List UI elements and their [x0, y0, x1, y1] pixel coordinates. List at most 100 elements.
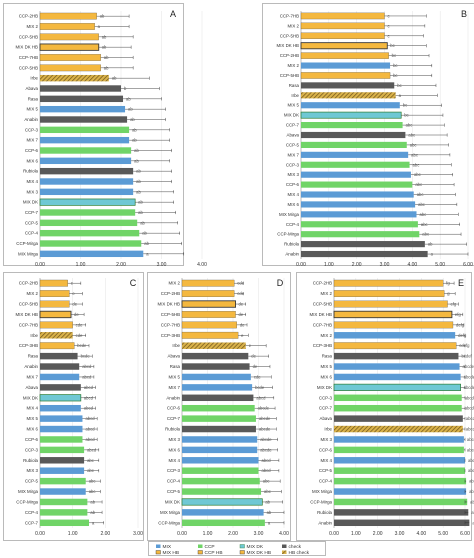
bar	[181, 331, 239, 339]
category-label: CCP-Mirga	[158, 520, 180, 525]
category-label: CCP-5HB	[280, 73, 299, 78]
significance-label: bc	[404, 113, 408, 118]
significance-label: bc	[397, 83, 401, 88]
bar	[39, 33, 99, 41]
category-label: Abava	[26, 86, 39, 91]
panel-b: 0.00 1.00 2.00 3.00 4.00 5.00 6.00 B CCP-7HB c MIX…	[262, 3, 474, 268]
category-label: MIX 2	[321, 333, 333, 338]
significance-label: ab	[140, 220, 145, 225]
category-label: CCP-2HB	[280, 53, 299, 58]
category-label: MIX 3	[27, 189, 39, 194]
significance-label: cde	[76, 322, 83, 327]
significance-label: abcd	[87, 447, 97, 452]
significance-label: abcd	[262, 458, 272, 463]
significance-label: e	[72, 291, 75, 296]
tick-label: 0.00	[35, 262, 45, 268]
category-label: MIX DK HB	[310, 312, 333, 317]
category-label: CCP-6	[25, 148, 39, 153]
category-label: CCP-3	[286, 162, 300, 167]
significance-label: abc	[421, 222, 428, 227]
category-label: MIX 2	[288, 23, 300, 28]
bar	[182, 352, 249, 360]
significance-label: abc	[89, 479, 96, 484]
bar	[301, 171, 411, 178]
significance-label: abcdef	[463, 364, 474, 369]
bar	[301, 191, 414, 198]
category-label: MIX 5	[288, 103, 300, 108]
panel-label: D	[277, 278, 284, 288]
category-label: MIX Mirga	[312, 489, 333, 494]
category-label: CCP-6	[167, 406, 181, 411]
bar	[334, 488, 467, 495]
panel-e: 0.00 1.00 2.00 3.00 4.00 5.00 6.00 E CCP-2HB fg MI…	[296, 272, 474, 541]
category-label: CCP-3	[319, 395, 333, 400]
category-label: MIX 2	[321, 291, 333, 296]
category-label: CCP-3HB	[19, 343, 38, 348]
significance-label: abc	[414, 172, 421, 177]
category-label: Rubiola	[284, 242, 299, 247]
significance-label: cde	[254, 374, 261, 379]
significance-label: abc	[89, 489, 96, 494]
category-label: CCP-5HB	[280, 33, 299, 38]
significance-label: ab	[136, 189, 141, 194]
category-label: MIX 2	[288, 63, 300, 68]
category-label: Anabin	[285, 252, 299, 257]
legend-frame	[148, 541, 326, 556]
bar	[182, 425, 256, 433]
category-label: CCP-2HB	[19, 281, 38, 286]
significance-label: de	[72, 302, 77, 307]
significance-label: a	[146, 251, 149, 256]
significance-label: ab	[100, 14, 105, 19]
category-label: CCP-5HB	[19, 302, 38, 307]
significance-label: ab	[102, 45, 107, 50]
bar	[182, 467, 259, 474]
significance-label: ab	[104, 55, 109, 60]
bar	[40, 509, 88, 516]
significance-label: abcd	[82, 374, 92, 379]
tick-label: 1.00	[324, 262, 334, 268]
significance-label: ab	[136, 179, 141, 184]
category-label: CCP-7	[167, 416, 181, 421]
category-label: Rubiola	[165, 427, 180, 432]
significance-label: abc	[408, 133, 415, 138]
legend-swatch	[239, 550, 245, 555]
category-label: CCP-3	[167, 468, 181, 473]
tick-label: 4.00	[197, 262, 207, 268]
category-label: MIX 3	[288, 172, 300, 177]
bar	[333, 321, 454, 329]
legend-swatch	[198, 544, 203, 548]
bar	[301, 161, 410, 168]
bar	[182, 509, 264, 516]
significance-label: bc	[392, 53, 396, 58]
category-label: Rubiola	[23, 169, 38, 174]
significance-label: abc	[406, 123, 413, 128]
bar	[334, 436, 464, 443]
bar	[334, 373, 461, 381]
significance-label: abc	[418, 202, 425, 207]
bar	[40, 126, 130, 134]
category-label: CCP-7HB	[280, 13, 299, 18]
category-label: Rasa	[289, 83, 300, 88]
tick-label: 1.00	[68, 531, 78, 537]
tick-label: 5.00	[438, 531, 448, 537]
significance-label: abcdef	[465, 406, 474, 411]
category-label: MIX 2	[27, 24, 39, 29]
significance-label: abcd	[256, 395, 266, 400]
bar	[301, 181, 413, 188]
significance-label: ab	[471, 510, 474, 515]
significance-label: abc	[264, 489, 271, 494]
bar	[40, 498, 88, 506]
bar	[182, 446, 258, 454]
significance-label: ab	[130, 117, 135, 122]
significance-label: ab	[102, 34, 107, 39]
bar	[181, 311, 236, 318]
category-label: CCP-6	[286, 182, 300, 187]
significance-label: ab	[265, 499, 270, 504]
tick-label: 4.00	[407, 262, 417, 268]
legend-swatch	[239, 544, 245, 549]
bar	[182, 404, 255, 412]
bar	[39, 279, 68, 287]
bar	[181, 290, 235, 297]
tick-label: 4.00	[416, 531, 426, 537]
tick-label: 5.00	[435, 262, 445, 268]
